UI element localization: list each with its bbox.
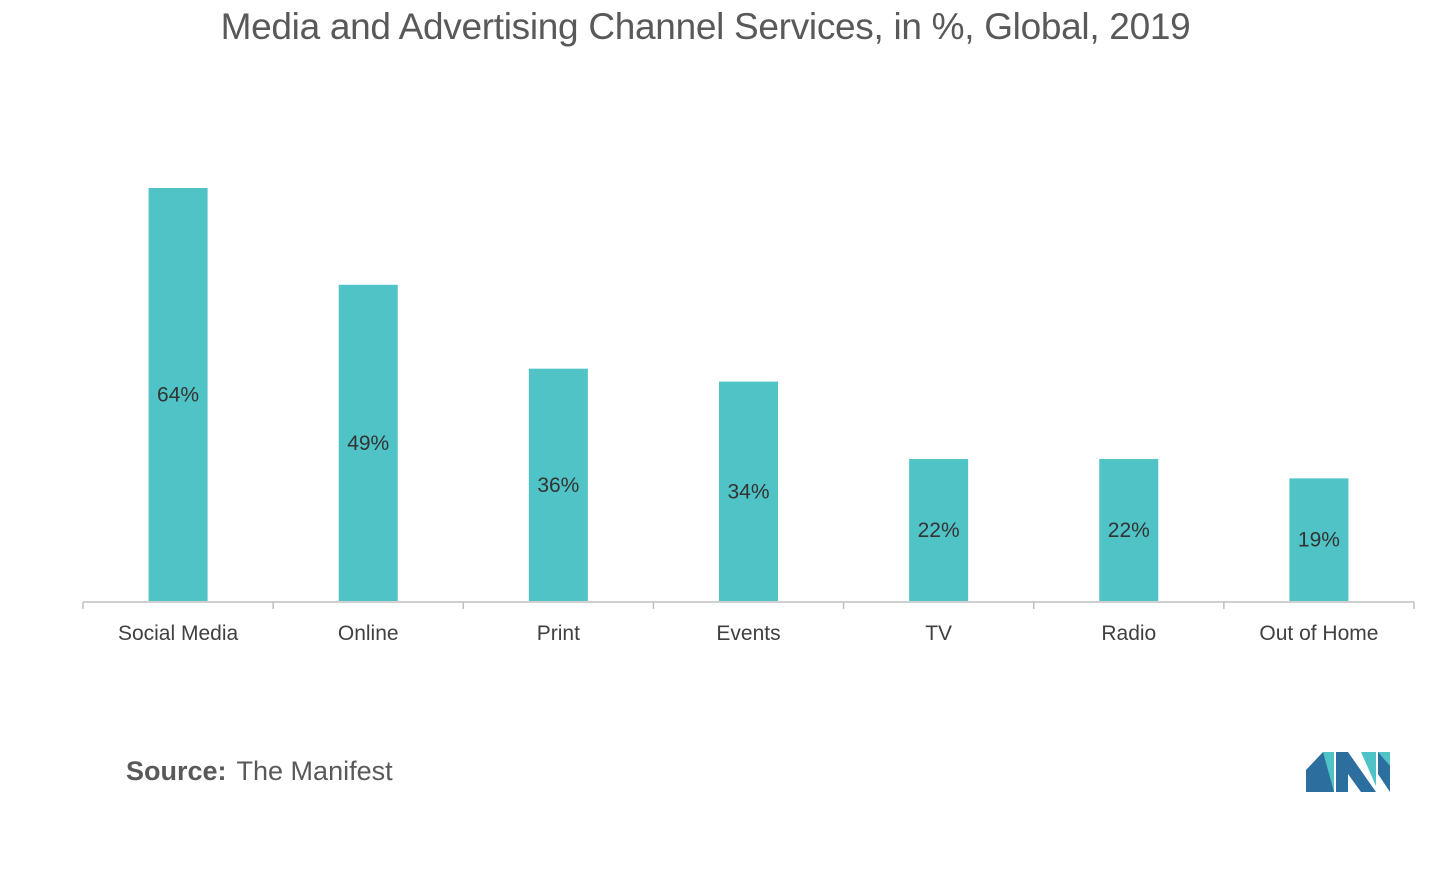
data-label-print: 36% [537, 474, 579, 497]
category-label-social-media: Social Media [118, 622, 239, 645]
category-label-radio: Radio [1101, 622, 1156, 645]
bar-out-of-home [1289, 478, 1349, 601]
data-label-out-of-home: 19% [1298, 529, 1340, 552]
source-text: The Manifest [236, 756, 393, 786]
bar-online [338, 284, 398, 601]
data-label-social-media: 64% [157, 384, 199, 407]
data-label-radio: 22% [1108, 519, 1150, 542]
mordor-intelligence-logo-icon [1306, 752, 1390, 792]
bar-social-media [148, 188, 208, 601]
chart-title: Media and Advertising Channel Services, … [220, 6, 1191, 47]
bar-print [528, 368, 588, 601]
category-label-tv: TV [925, 622, 952, 645]
bar-radio [1099, 459, 1159, 601]
data-label-tv: 22% [918, 519, 960, 542]
source-label: Source: [126, 756, 227, 786]
category-label-events: Events [716, 622, 780, 645]
x-axis [82, 601, 1415, 609]
bars-layer [148, 188, 1349, 601]
source-line: Source: The Manifest [126, 756, 393, 787]
category-label-print: Print [537, 622, 580, 645]
category-label-out-of-home: Out of Home [1259, 622, 1378, 645]
data-label-events: 34% [727, 480, 769, 503]
data-label-online: 49% [347, 432, 389, 455]
category-label-online: Online [338, 622, 399, 645]
bar-tv [909, 459, 969, 601]
labels-layer: 64% Social Media 49% Online 36% Print 34% Event… [118, 384, 1379, 646]
bar-events [719, 381, 778, 601]
